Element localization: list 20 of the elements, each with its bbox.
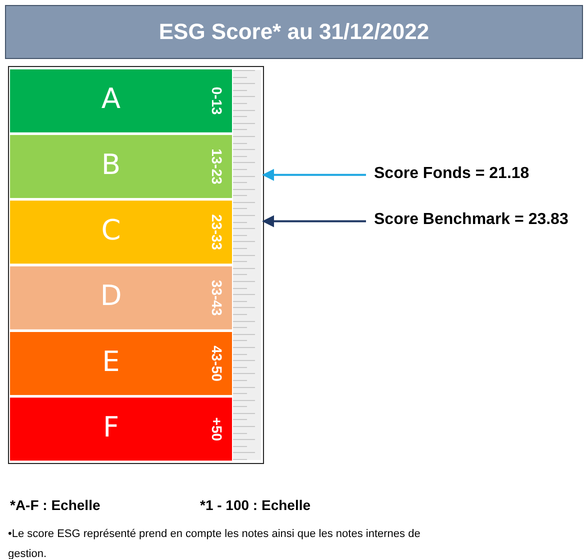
- text: 43-50: [209, 346, 226, 382]
- text: 13-23: [209, 148, 226, 184]
- category-label: D: [100, 279, 122, 312]
- category-label: E: [102, 344, 120, 378]
- text: ESG Score* au 31/12/2022: [5, 5, 583, 59]
- text: *1 - 100 : Echelle: [200, 497, 311, 513]
- data-label: 23.83: [528, 211, 568, 228]
- category-label: B: [101, 148, 121, 181]
- category-label: F: [102, 410, 120, 444]
- text: 33-43: [209, 280, 226, 316]
- category-label: C: [101, 213, 121, 246]
- text: •Le score ESG représenté prend en compte les notes ainsi que les notes internes de gestion.: [8, 527, 422, 559]
- category-label: A: [101, 82, 121, 116]
- text: +50: [209, 417, 226, 442]
- text: 23-33: [209, 214, 226, 250]
- text: Score Fonds =: [374, 164, 486, 182]
- text: 0-13: [209, 86, 226, 115]
- text: *A-F : Echelle: [10, 497, 100, 513]
- data-label: 21.18: [489, 164, 530, 182]
- text: Score Benchmark =: [374, 211, 525, 228]
